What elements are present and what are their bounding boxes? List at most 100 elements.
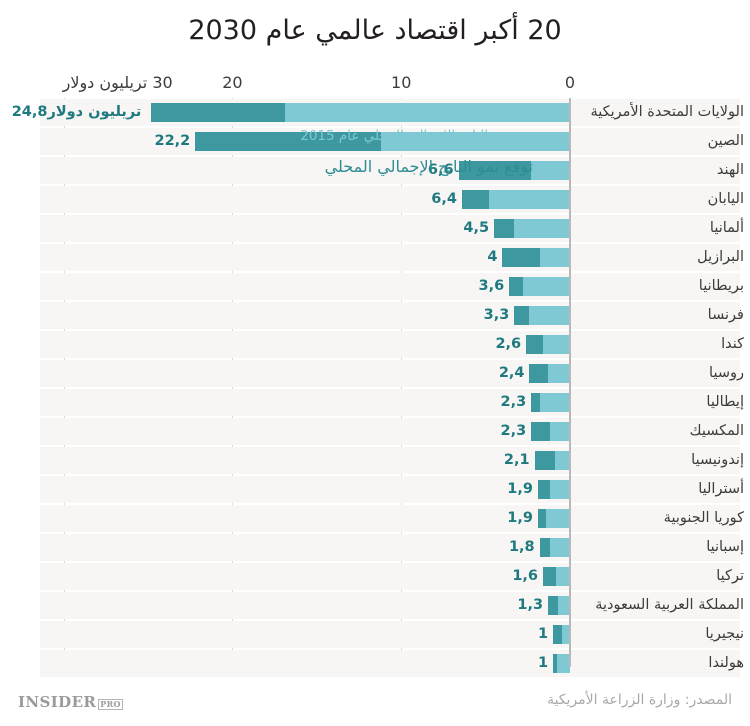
chart-row: 6,4 اليابان (0, 186, 750, 213)
country-label: الهند (716, 162, 744, 178)
country-label: إسبانيا (706, 539, 744, 555)
bar-3 (461, 190, 570, 209)
row-background (40, 331, 740, 358)
plot-area: 24,8 تريليون دولار الولايات المتحدة الأمر… (0, 98, 750, 681)
bar-segment-gdp-growth (509, 277, 523, 296)
bar-18 (553, 625, 570, 644)
bar-segment-gdp-2015 (549, 422, 570, 441)
country-cell: تركيا (572, 563, 750, 590)
country-label: بريطانيا (698, 278, 744, 294)
bar-6 (509, 277, 570, 296)
bar-segment-gdp-growth (548, 596, 559, 615)
country-cell: ألمانيا (572, 215, 750, 242)
bar-value-label: 3,3 (483, 307, 510, 323)
chart-row: 2,3 إيطاليا (0, 389, 750, 416)
bar-value-label: 22,2 (154, 133, 191, 149)
bar-value-label: 2,3 (500, 394, 527, 410)
row-background (40, 621, 740, 648)
bar-value-label: 1,9 (507, 481, 533, 497)
chart-row: 3,6 بريطانيا (0, 273, 750, 300)
country-cell: الولايات المتحدة الأمريكية (572, 99, 750, 126)
chart-row: 2,6 كندا (0, 331, 750, 358)
row-background (40, 360, 740, 387)
country-cell: فرنسا (572, 302, 750, 329)
axis-tick-0: 0 (564, 73, 576, 92)
chart-row: 1,9 كوريا الجنوبية (0, 505, 750, 532)
bar-17 (548, 596, 570, 615)
bar-segment-gdp-growth (529, 364, 549, 383)
logo-wordmark: INSIDER (18, 693, 97, 711)
country-cell: كندا (572, 331, 750, 358)
row-background (40, 650, 740, 677)
bar-segment-gdp-2015 (531, 161, 570, 180)
country-cell: بريطانيا (572, 273, 750, 300)
country-cell: اليابان (572, 186, 750, 213)
bar-segment-gdp-growth (514, 306, 530, 325)
bar-value-label: 2,1 (503, 452, 530, 468)
bar-10 (531, 393, 570, 412)
country-cell: الصين (572, 128, 750, 155)
bar-value-label: 6,4 (431, 191, 457, 207)
country-label: إندونيسيا (691, 452, 744, 468)
country-cell: إسبانيا (572, 534, 750, 561)
insider-pro-logo: INSIDER PRO (18, 692, 123, 712)
bar-value-label: 2,4 (498, 365, 525, 381)
country-label: الولايات المتحدة الأمريكية (590, 104, 744, 120)
bar-segment-gdp-growth (531, 422, 550, 441)
axis-tick-30: 30 تريليون دولار (62, 73, 173, 92)
row-background (40, 505, 740, 532)
country-label: تركيا (716, 568, 744, 584)
legend-item-gdp-growth: توقع نمو الناتج الإجمالي المحلي (324, 157, 533, 176)
bar-segment-gdp-2015 (549, 538, 570, 557)
country-label: هولندا (708, 655, 744, 671)
bar-value-label: 24,8 تريليون دولار (11, 104, 147, 120)
bar-segment-gdp-growth (537, 480, 550, 499)
country-label: روسيا (709, 365, 744, 381)
bar-segment-gdp-growth (534, 451, 555, 470)
chart-row: 2,1 إندونيسيا (0, 447, 750, 474)
country-cell: المكسيك (572, 418, 750, 445)
bar-segment-gdp-2015 (514, 219, 570, 238)
bar-segment-gdp-growth (531, 393, 540, 412)
country-label: ألمانيا (709, 220, 744, 236)
chart-row: 24,8 تريليون دولار الولايات المتحدة الأمر… (0, 99, 750, 126)
country-label: فرنسا (707, 307, 744, 323)
bar-19 (553, 654, 570, 673)
country-label: كوريا الجنوبية (663, 510, 744, 526)
bar-9 (529, 364, 570, 383)
chart-row: 2,4 روسيا (0, 360, 750, 387)
bar-segment-gdp-growth (537, 509, 547, 528)
chart-row: 6,6 الهند (0, 157, 750, 184)
bar-4 (494, 219, 570, 238)
bar-segment-gdp-growth (458, 161, 532, 180)
bar-1 (195, 132, 570, 151)
bar-segment-gdp-growth (526, 335, 543, 354)
chart-row: 1,3 المملكة العربية السعودية (0, 592, 750, 619)
bar-0 (151, 103, 570, 122)
bar-value-label: 1 (538, 626, 549, 642)
bar-segment-gdp-growth (494, 219, 515, 238)
bar-segment-gdp-2015 (548, 364, 570, 383)
country-label: إيطاليا (706, 394, 744, 410)
bar-segment-gdp-growth (553, 625, 562, 644)
bar-15 (539, 538, 570, 557)
row-background (40, 476, 740, 503)
bar-value-label: 1,8 (508, 539, 535, 555)
row-background (40, 563, 740, 590)
bar-segment-gdp-2015 (522, 277, 570, 296)
country-cell: إيطاليا (572, 389, 750, 416)
zero-axis-line (569, 98, 571, 667)
chart-row: 1 هولندا (0, 650, 750, 677)
chart-row: 1,8 إسبانيا (0, 534, 750, 561)
bar-value-label: 1,9 (507, 510, 533, 526)
bar-segment-gdp-2015 (488, 190, 570, 209)
bar-segment-gdp-2015 (546, 509, 570, 528)
row-background (40, 447, 740, 474)
bar-segment-gdp-2015 (561, 625, 570, 644)
axis-tick-20: 20 (222, 73, 243, 92)
row-background (40, 302, 740, 329)
country-cell: المملكة العربية السعودية (572, 592, 750, 619)
row-background (40, 418, 740, 445)
chart-row: 4 البرازيل (0, 244, 750, 271)
